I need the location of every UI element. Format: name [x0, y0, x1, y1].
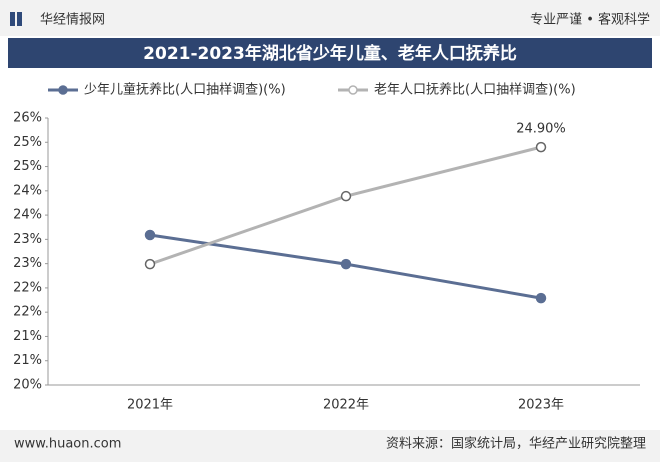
y-tick-label: 23%: [13, 256, 42, 271]
legend-marker: [58, 85, 68, 95]
chart-title: 2021-2023年湖北省少年儿童、老年人口抚养比: [143, 43, 517, 64]
legend-marker: [348, 85, 358, 95]
y-tick-label: 22%: [13, 280, 42, 295]
y-tick-label: 23%: [13, 232, 42, 247]
y-tick-label: 20%: [13, 378, 42, 393]
legend-label: 少年儿童抚养比(人口抽样调查)(%): [84, 82, 286, 98]
y-tick-label: 21%: [13, 353, 42, 368]
legend-label: 老年人口抚养比(人口抽样调查)(%): [374, 82, 576, 98]
slogan: 专业严谨 • 客观科学: [530, 12, 650, 28]
y-tick-label: 25%: [13, 159, 42, 174]
value-label: 24.90%: [516, 122, 566, 137]
logo-icon: [10, 12, 15, 26]
x-tick-label: 2023年: [518, 398, 564, 413]
y-tick-label: 26%: [13, 111, 42, 126]
website: www.huaon.com: [14, 437, 121, 452]
footer-band: [0, 430, 660, 462]
y-tick-label: 21%: [13, 329, 42, 344]
x-tick-label: 2022年: [323, 398, 369, 413]
logo-icon: [17, 12, 22, 26]
source: 资料来源：国家统计局，华经产业研究院整理: [386, 436, 646, 452]
point: [144, 229, 156, 241]
point: [535, 292, 547, 304]
y-tick-label: 25%: [13, 135, 42, 150]
y-tick-label: 24%: [13, 183, 42, 198]
point: [144, 258, 156, 270]
point: [340, 190, 352, 202]
title-bar: [8, 38, 652, 68]
y-tick-label: 24%: [13, 208, 42, 223]
brand: 华经情报网: [40, 13, 105, 28]
header-band: [0, 0, 660, 36]
point: [340, 258, 352, 270]
point: [535, 141, 547, 153]
x-tick-label: 2021年: [127, 398, 173, 413]
y-tick-label: 22%: [13, 305, 42, 320]
